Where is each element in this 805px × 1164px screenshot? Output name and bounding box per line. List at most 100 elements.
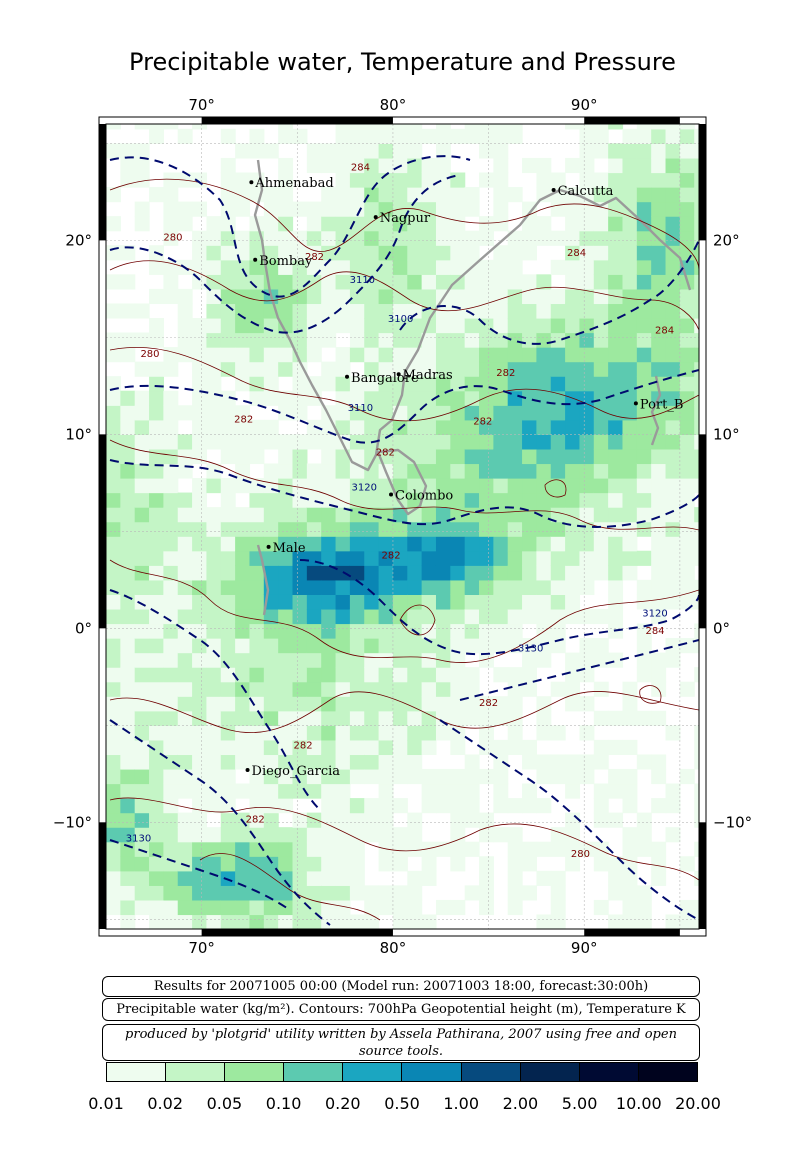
temperature-contour-label: 282: [479, 698, 498, 709]
temperature-contour-label: 280: [140, 349, 159, 360]
field-cell: [407, 754, 423, 770]
field-cell: [364, 754, 380, 770]
field-cell: [392, 347, 408, 363]
field-cell: [407, 303, 423, 319]
field-cell: [407, 478, 423, 494]
field-cell: [479, 536, 494, 552]
field-cell: [249, 652, 265, 668]
field-cell: [106, 303, 121, 319]
field-cell: [163, 885, 179, 901]
field-cell: [421, 579, 437, 595]
field-cell: [565, 157, 581, 174]
field-cell: [522, 521, 538, 537]
field-cell: [249, 565, 265, 581]
field-cell: [249, 390, 265, 406]
field-cell: [407, 288, 423, 305]
field-cell: [593, 783, 609, 799]
field-cell: [335, 696, 351, 712]
field-cell: [407, 536, 423, 552]
field-cell: [349, 623, 365, 639]
field-cell: [407, 332, 423, 348]
field-cell: [220, 667, 236, 683]
field-cell: [679, 172, 695, 188]
field-cell: [220, 827, 236, 843]
field-cell: [235, 696, 251, 712]
field-cell: [421, 216, 437, 232]
field-cell: [364, 623, 380, 639]
field-cell: [335, 143, 351, 159]
field-cell: [392, 303, 408, 319]
field-cell: [479, 812, 494, 828]
field-cell: [622, 710, 638, 726]
field-cell: [608, 157, 624, 174]
field-cell: [435, 638, 451, 654]
field-cell: [278, 754, 294, 770]
field-cell: [679, 216, 695, 232]
field-cell: [565, 856, 581, 872]
field-cell: [593, 565, 609, 581]
field-cell: [464, 288, 480, 305]
field-cell: [450, 565, 466, 581]
field-cell: [392, 172, 408, 188]
field-cell: [278, 914, 294, 929]
field-cell: [392, 754, 408, 770]
field-cell: [407, 419, 423, 435]
field-cell: [249, 914, 265, 929]
field-cell: [464, 667, 480, 683]
field-cell: [335, 317, 351, 334]
field-cell: [249, 303, 265, 319]
field-cell: [335, 594, 351, 610]
field-cell: [565, 696, 581, 712]
field-cell: [421, 419, 437, 435]
field-cell: [464, 448, 480, 465]
field-cell: [249, 521, 265, 537]
field-cell: [435, 259, 451, 275]
field-cell: [507, 798, 523, 814]
field-cell: [206, 856, 222, 872]
field-cell: [636, 667, 652, 683]
field-cell: [435, 245, 451, 261]
latitude-tick-label: 10°: [713, 425, 740, 443]
field-cell: [450, 419, 466, 435]
field-cell: [177, 681, 193, 697]
field-cell: [622, 361, 638, 377]
field-cell: [292, 885, 308, 901]
field-cell: [407, 172, 423, 188]
field-cell: [249, 739, 265, 756]
field-cell: [335, 274, 351, 290]
field-cell: [134, 652, 150, 668]
field-cell: [407, 885, 423, 901]
field-cell: [120, 827, 136, 843]
field-cell: [263, 230, 279, 246]
field-cell: [593, 419, 609, 435]
field-cell: [522, 332, 538, 348]
field-cell: [149, 696, 164, 712]
field-cell: [435, 172, 451, 188]
field-cell: [550, 841, 566, 857]
field-cell: [220, 259, 236, 275]
field-cell: [407, 667, 423, 683]
field-cell: [450, 259, 466, 275]
field-cell: [593, 652, 609, 668]
field-cell: [306, 638, 322, 654]
field-cell: [192, 361, 208, 377]
field-cell: [163, 856, 179, 872]
field-cell: [665, 172, 681, 188]
field-cell: [450, 536, 466, 552]
field-cell: [235, 201, 251, 217]
field-cell: [306, 623, 322, 639]
field-cell: [479, 463, 494, 479]
field-cell: [177, 696, 193, 712]
field-cell: [593, 274, 609, 290]
field-cell: [335, 187, 351, 203]
field-cell: [421, 681, 437, 697]
field-cell: [106, 579, 121, 595]
field-cell: [120, 390, 136, 406]
field-cell: [177, 667, 193, 683]
field-cell: [106, 274, 121, 290]
field-cell: [249, 143, 265, 159]
field-cell: [278, 638, 294, 654]
field-cell: [479, 124, 494, 130]
field-cell: [507, 419, 523, 435]
colorbar-label: 0.50: [384, 1094, 420, 1113]
